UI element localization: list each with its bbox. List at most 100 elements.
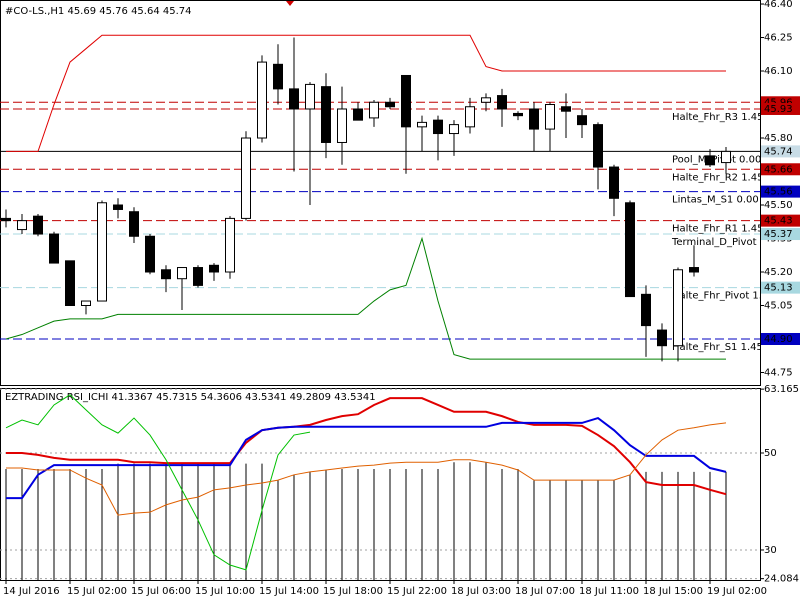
candle-body — [225, 217, 235, 273]
x-tick-label: 15 Jul 22:00 — [387, 586, 447, 597]
x-tick-label: 15 Jul 14:00 — [259, 586, 319, 597]
candle-body — [65, 260, 75, 306]
candle-body — [209, 264, 219, 273]
indicator-panel — [0, 388, 761, 581]
candle-body — [577, 115, 587, 126]
y-tick-label: 46.40 — [764, 0, 793, 10]
candle-body — [49, 233, 59, 264]
level-price-label: 45.43 — [764, 216, 793, 227]
x-tick-label: 18 Jul 03:00 — [451, 586, 511, 597]
candle-body — [385, 101, 395, 108]
x-tick-label: 19 Jul 02:00 — [707, 586, 767, 597]
level-price-label: 45.96 — [764, 97, 793, 108]
indicator-line — [6, 397, 727, 496]
level-name: Halte_Fhr_Pivot 1.4 — [672, 291, 768, 302]
candle-body — [561, 106, 571, 112]
indicator-title: EZTRADING RSI_ICHI 41.3367 45.7315 54.36… — [5, 392, 376, 403]
candle-body — [177, 267, 187, 280]
y-tick-label: 46.10 — [764, 66, 793, 77]
level-price-box — [761, 214, 800, 227]
y-tick-label: 45.80 — [764, 133, 793, 144]
candle-body — [17, 220, 27, 231]
candle-body — [337, 108, 347, 143]
candle-body — [33, 215, 43, 235]
level-price-label: 45.74 — [764, 146, 793, 157]
x-tick-label: 18 Jul 11:00 — [579, 586, 639, 597]
indicator-line — [6, 422, 727, 516]
x-tick-label: 18 Jul 15:00 — [643, 586, 703, 597]
indicator-plot: EZTRADING RSI_ICHI 41.3367 45.7315 54.36… — [0, 388, 760, 580]
candle-body — [145, 235, 155, 273]
y-tick-label: 50 — [764, 448, 777, 459]
channel-line — [6, 34, 726, 152]
candle-body — [305, 83, 315, 110]
y-tick-label: 24.0841 — [764, 574, 800, 585]
y-tick-label: 63.165 — [764, 384, 799, 395]
candle-body — [161, 269, 171, 280]
price-plot: Halte_Fhr_R3 1.45 Pool_M_Pivot 0.00 Halte_… — [0, 34, 768, 362]
channel-line — [5, 236, 726, 360]
level-price-box — [761, 332, 800, 345]
level-name: Lintas_M_S1 0.00 — [672, 195, 759, 206]
price-panel — [0, 0, 761, 386]
level-price-box — [761, 163, 800, 176]
candle-body — [113, 204, 123, 210]
y-tick-label: 45.05 — [764, 300, 793, 311]
axes: 46.4046.2546.1045.8045.5045.3545.2045.05… — [3, 0, 800, 597]
candle-body — [593, 124, 603, 168]
level-price-box — [761, 185, 800, 198]
candle-body — [401, 74, 411, 128]
candle-body — [433, 119, 443, 135]
candle-body — [129, 211, 139, 237]
candle-body — [673, 269, 683, 347]
level-name: Pool_M_Pivot 0.00 — [672, 154, 761, 165]
level-name: Halte_Fhr_S1 1.45 — [672, 342, 763, 353]
candle-body — [481, 97, 491, 103]
candle-body — [241, 137, 251, 219]
indicator-line — [6, 416, 727, 500]
candle-body — [369, 101, 379, 119]
level-price-label: 45.56 — [764, 187, 793, 198]
indicator-line — [5, 394, 311, 571]
level-price-label: 45.13 — [764, 283, 793, 294]
candle-body — [97, 202, 107, 302]
candle-body — [545, 104, 555, 130]
level-name: Terminal_D_Pivot — [671, 237, 757, 248]
candle-body — [705, 155, 715, 166]
candle-body — [273, 63, 283, 90]
candle-body — [497, 95, 507, 110]
candle-body — [657, 329, 667, 347]
candle-body — [257, 61, 267, 139]
candle-body — [81, 300, 91, 306]
candle-body — [689, 267, 699, 273]
y-tick-label: 30 — [764, 545, 777, 556]
candle-body — [465, 106, 475, 128]
symbol-header: #CO-LS.,H1 45.69 45.76 45.64 45.74 — [5, 6, 192, 17]
level-price-label: 45.37 — [764, 229, 793, 240]
candle-body — [625, 202, 635, 298]
level-price-box — [761, 145, 800, 158]
x-tick-label: 18 Jul 07:00 — [515, 586, 575, 597]
candle-body — [449, 124, 459, 135]
level-price-box — [761, 281, 800, 294]
level-price-label: 45.66 — [764, 164, 793, 175]
candle-body — [289, 88, 299, 110]
x-tick-label: 15 Jul 10:00 — [195, 586, 255, 597]
level-price-box — [761, 228, 800, 241]
level-price-label: 45.93 — [764, 104, 793, 115]
candle-body — [721, 150, 731, 164]
candle-body — [321, 86, 331, 143]
y-tick-label: 45.50 — [764, 200, 793, 211]
level-price-box — [761, 102, 800, 115]
candle-body — [417, 121, 427, 128]
x-tick-label: 15 Jul 18:00 — [323, 586, 383, 597]
candle-body — [529, 108, 539, 130]
x-tick-label: 15 Jul 06:00 — [131, 586, 191, 597]
level-price-label: 44.90 — [764, 334, 793, 345]
y-tick-label: 44.75 — [764, 367, 793, 378]
candle-body — [513, 112, 523, 117]
y-tick-label: 46.25 — [764, 33, 793, 44]
x-tick-label: 15 Jul 02:00 — [67, 586, 127, 597]
